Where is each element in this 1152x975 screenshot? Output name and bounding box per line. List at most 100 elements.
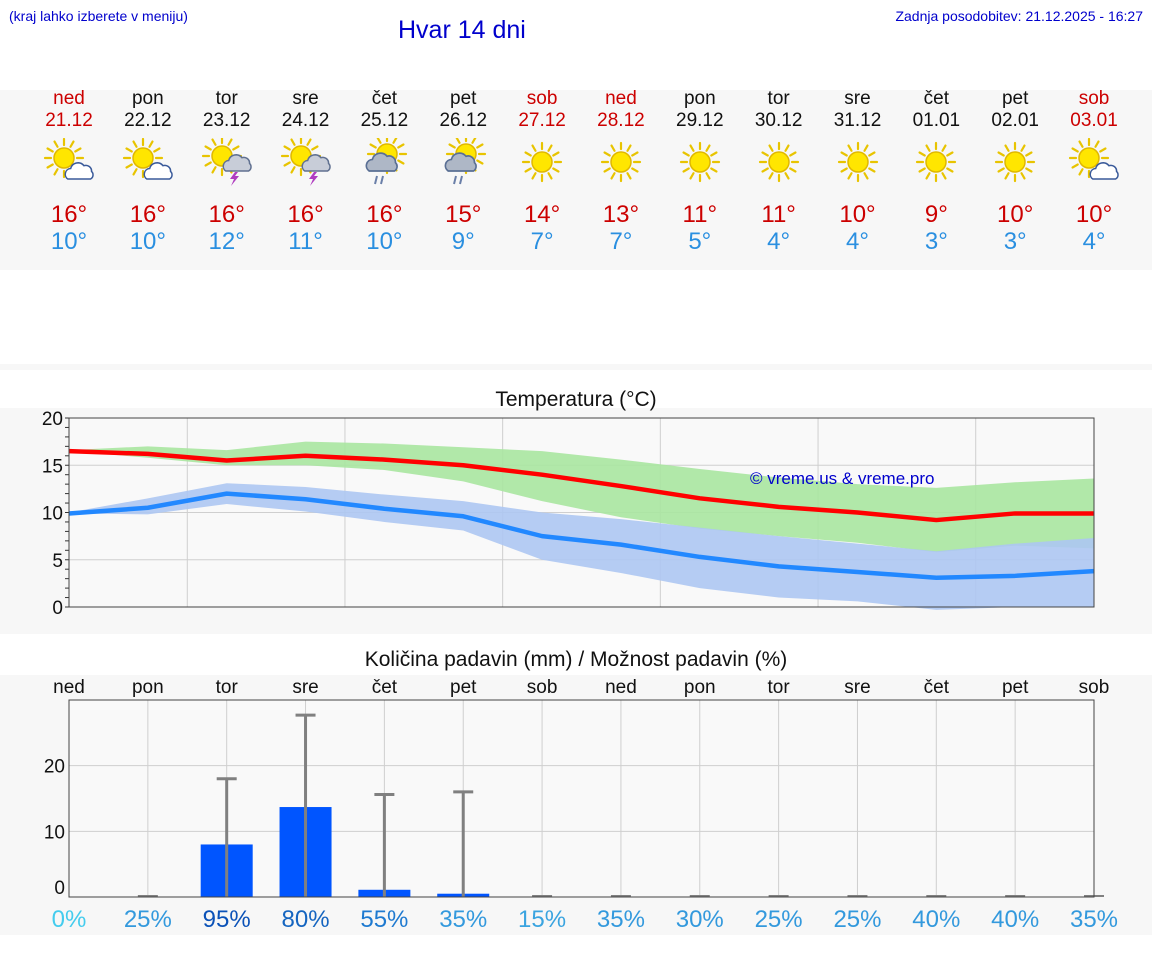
sun-ray xyxy=(476,143,484,149)
separator xyxy=(0,364,1152,370)
min-temperature: 10° xyxy=(366,228,403,255)
sun-ray xyxy=(524,167,532,173)
max-temperature: 10° xyxy=(997,201,1034,228)
cloud-body xyxy=(222,154,252,172)
max-temperature: 16° xyxy=(287,201,324,228)
sun-ray xyxy=(397,159,405,165)
precipitation-probability: 40% xyxy=(991,906,1039,933)
precipitation-probability: 80% xyxy=(282,906,330,933)
precipitation-chart: ned pon tor sre čet pet sob ned pon tor sre čet pet s… xyxy=(44,677,1118,933)
sun-ray xyxy=(305,138,312,146)
day-name: sob xyxy=(1078,88,1110,109)
sun-ray xyxy=(1078,140,1084,148)
sun-ray xyxy=(1078,168,1084,176)
sun-ray xyxy=(531,172,537,180)
day-date: 22.12 xyxy=(124,110,172,131)
day-name: pet xyxy=(450,88,477,109)
sun-ray xyxy=(761,167,769,173)
sun-disc xyxy=(53,147,75,169)
day-column: čet 01.01 9° 3° xyxy=(896,88,976,256)
day-column: sre 31.12 10° 4° xyxy=(818,88,898,256)
sun-ray xyxy=(784,172,790,180)
sun-icon xyxy=(837,141,878,183)
sun-ray xyxy=(471,138,477,144)
sun-ray xyxy=(925,172,931,180)
precipitation-chart-title: Količina padavin (mm) / Možnost padavin … xyxy=(364,648,788,671)
rain-drop xyxy=(380,175,385,185)
min-temperature: 3° xyxy=(924,228,948,255)
daily-forecast-strip xyxy=(0,90,1152,270)
sun-ray xyxy=(125,163,133,169)
sun-ray xyxy=(455,138,461,144)
sun-ray xyxy=(941,144,947,152)
sun-shape xyxy=(521,141,563,183)
sun-ray xyxy=(153,147,161,153)
sun-ray xyxy=(310,145,319,151)
cloud-body xyxy=(143,162,173,180)
max-temperature: 16° xyxy=(50,201,88,228)
sun-disc xyxy=(689,151,711,173)
x-category-label: pet xyxy=(450,677,477,698)
max-temperature: 13° xyxy=(602,201,640,228)
y-tick-label: 20 xyxy=(42,409,63,430)
sun-shape xyxy=(916,141,957,183)
sun-ray xyxy=(941,172,947,180)
sun-ray xyxy=(132,168,138,176)
sun-ray xyxy=(846,172,853,180)
min-temperature: 12° xyxy=(208,228,245,255)
precipitation-probability: 35% xyxy=(439,906,487,933)
sun-ray xyxy=(682,167,690,173)
last-updated: Zadnja posodobitev: 21.12.2025 - 16:27 xyxy=(895,8,1143,24)
sun-disc xyxy=(1078,147,1100,169)
max-temperature-line xyxy=(68,448,1094,523)
sun-ray xyxy=(282,145,291,151)
sun-ray xyxy=(768,144,774,152)
y-tick-label: 20 xyxy=(44,757,65,778)
sun-icon xyxy=(916,141,957,183)
sun-ray xyxy=(603,151,611,157)
sun-ray xyxy=(768,172,774,180)
day-column: sob 03.01 10° 4° xyxy=(1054,88,1134,256)
precipitation-probability: 35% xyxy=(1070,906,1118,933)
day-column: čet 25.12 16° 10° xyxy=(344,88,424,256)
sun-ray xyxy=(997,151,1006,157)
x-category-label: sre xyxy=(292,677,318,698)
y-tick-label: 0 xyxy=(52,598,63,619)
day-name: ned xyxy=(53,88,85,109)
day-column: ned 21.12 16° 10° xyxy=(29,88,109,256)
min-temperature: 10° xyxy=(50,228,88,255)
lightning-bolt xyxy=(229,172,239,186)
sun-shape xyxy=(600,141,642,183)
rain-drop xyxy=(374,175,379,185)
min-temperature: 4° xyxy=(1082,228,1106,255)
day-column: pet 26.12 15° 9° xyxy=(423,88,503,256)
sun-ray xyxy=(69,140,75,148)
day-column: pon 22.12 16° 10° xyxy=(108,88,188,256)
precipitation-probability: 0% xyxy=(52,906,87,933)
sun-disc xyxy=(846,151,869,173)
sun-ray xyxy=(53,168,59,176)
sun-thunderstorm-icon xyxy=(201,138,252,186)
day-date: 23.12 xyxy=(202,110,251,131)
x-category-label: ned xyxy=(605,677,637,698)
sun-ray xyxy=(839,151,848,157)
sun-ray xyxy=(682,151,690,157)
day-date: 21.12 xyxy=(45,110,93,131)
sun-ray xyxy=(997,167,1006,173)
sun-shape xyxy=(43,138,85,179)
sun-icon xyxy=(995,141,1036,183)
min-temperature: 4° xyxy=(846,228,869,255)
sun-ray xyxy=(862,172,869,180)
sun-ray xyxy=(448,143,457,149)
day-name: pon xyxy=(683,88,716,109)
precipitation-probability: 25% xyxy=(755,906,803,933)
day-column: pon 29.12 11° 5° xyxy=(660,88,740,256)
sun-icon xyxy=(521,141,563,183)
precipitation-probability: 25% xyxy=(124,906,172,933)
sun-ray xyxy=(925,144,931,152)
sun-disc xyxy=(531,151,553,173)
max-temperature: 10° xyxy=(839,201,876,228)
cloud-body xyxy=(444,152,478,172)
day-name: sre xyxy=(292,88,319,109)
sun-ray xyxy=(603,167,611,173)
